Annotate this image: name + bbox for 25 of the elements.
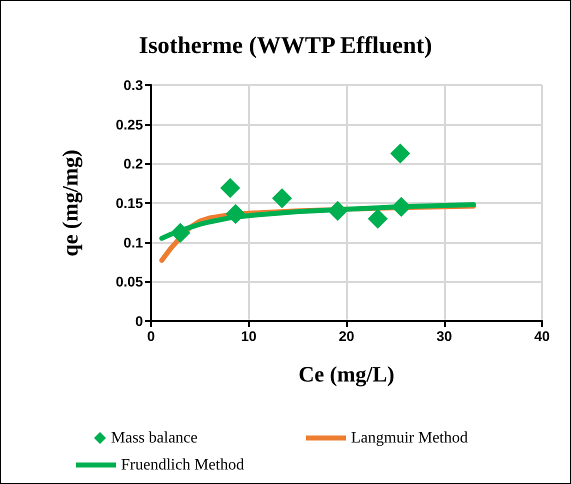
y-tick-label: 0.05 — [116, 274, 144, 290]
y-tick-label: 0.25 — [116, 116, 144, 132]
point — [170, 222, 190, 243]
y-tick-label: 0.3 — [124, 77, 144, 93]
x-tick-label: 20 — [338, 328, 354, 344]
y-tick-label: 0.2 — [124, 156, 144, 172]
point — [220, 178, 240, 198]
y-axis-title: qe (mg/mg) — [58, 150, 82, 256]
y-tick-label: 0.15 — [116, 195, 144, 211]
x-tick-label: 30 — [436, 328, 452, 344]
point — [368, 208, 388, 229]
chart-title: Isotherme (WWTP Effluent) — [138, 33, 432, 59]
x-tick-label: 10 — [240, 328, 257, 344]
legend-label: Mass balance — [111, 430, 198, 446]
point — [226, 204, 246, 224]
point — [390, 143, 410, 164]
legend-label: Fruendlich Method — [121, 456, 244, 474]
y-tick-label: 0.1 — [124, 234, 144, 250]
y-tick-label: 0 — [135, 313, 144, 329]
point — [272, 188, 292, 208]
x-tick-label: 0 — [147, 328, 156, 344]
legend-label: Langmuir Method — [351, 430, 468, 446]
x-axis-title: Ce (mg/L) — [298, 362, 394, 386]
point — [328, 200, 348, 221]
x-tick-label: 40 — [534, 328, 550, 344]
